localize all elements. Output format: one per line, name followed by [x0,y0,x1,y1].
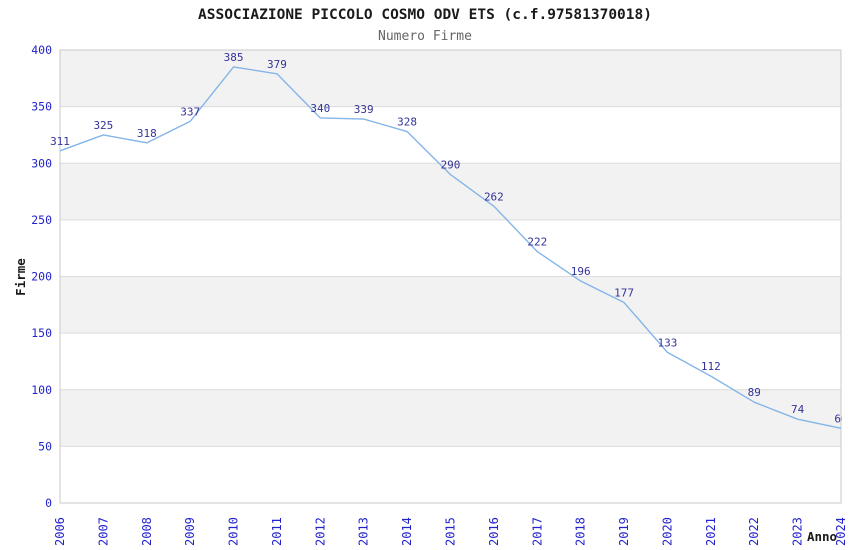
plot-gridlines [60,106,841,447]
x-tick-2020: 2020 [660,517,674,546]
data-series [59,66,842,429]
point-label-2010: 385 [224,51,244,64]
point-label-2006: 311 [50,135,70,148]
point-label-2024: 66 [834,412,847,425]
point-label-2013: 339 [354,103,374,116]
y-axis-tick-labels: 0 50 100 150 200 250 300 350 400 [31,43,52,510]
y-tick-0: 0 [45,496,52,510]
point-label-2014: 328 [397,116,417,129]
point-label-2008: 318 [137,127,157,140]
x-tick-2019: 2019 [617,517,631,546]
x-tick-2013: 2013 [357,517,371,546]
series-line [59,66,842,429]
y-tick-150: 150 [31,326,52,340]
point-label-2020: 133 [658,336,678,349]
x-tick-2017: 2017 [530,517,544,546]
x-tick-2012: 2012 [313,517,327,546]
x-tick-2016: 2016 [487,517,501,546]
band-250-300 [60,163,841,220]
y-tick-200: 200 [31,270,52,284]
y-tick-100: 100 [31,383,52,397]
x-tick-2008: 2008 [140,517,154,546]
point-label-2016: 262 [484,190,504,203]
point-label-2018: 196 [571,265,591,278]
point-label-2019: 177 [614,287,634,300]
point-label-2017: 222 [527,236,547,249]
point-label-2009: 337 [180,105,200,118]
y-tick-350: 350 [31,100,52,114]
band-150-200 [60,276,841,334]
x-tick-2014: 2014 [400,517,414,546]
point-label-2021: 112 [701,360,721,373]
y-tick-400: 400 [31,43,52,57]
x-tick-2024: 2024 [834,517,848,546]
y-tick-250: 250 [31,213,52,227]
x-tick-2011: 2011 [270,517,284,546]
point-label-2022: 89 [748,386,761,399]
x-tick-2023: 2023 [791,517,805,546]
x-tick-2006: 2006 [53,517,67,546]
x-tick-2018: 2018 [574,517,588,546]
x-axis-title: Anno [807,529,837,544]
chart-subtitle: Numero Firme [378,29,472,44]
y-tick-50: 50 [38,439,52,453]
x-tick-2021: 2021 [704,517,718,546]
x-tick-2009: 2009 [183,517,197,546]
x-tick-2010: 2010 [227,517,241,546]
point-label-2015: 290 [441,159,461,172]
band-50-100 [60,389,841,447]
point-label-2007: 325 [93,119,113,132]
point-label-2012: 340 [310,102,330,115]
y-tick-300: 300 [31,156,52,170]
plot-border [59,49,842,504]
plot-frame [59,49,842,504]
data-point-labels: 311 325 318 337 385 379 340 339 328 290 262 222 196 1… [50,51,847,425]
plot-bands [60,50,841,447]
x-tick-2007: 2007 [96,517,110,546]
chart-title: ASSOCIAZIONE PICCOLO COSMO ODV ETS (c.f.… [198,7,652,23]
y-axis-title: Firme [13,258,28,296]
x-tick-2022: 2022 [747,517,761,546]
point-label-2011: 379 [267,58,287,71]
x-tick-2015: 2015 [444,517,458,546]
point-label-2023: 74 [791,403,805,416]
band-350-400 [60,50,841,107]
x-axis-tick-labels: 2006 2007 2008 2009 2010 2011 2012 2013 2014 2015… [53,517,848,546]
